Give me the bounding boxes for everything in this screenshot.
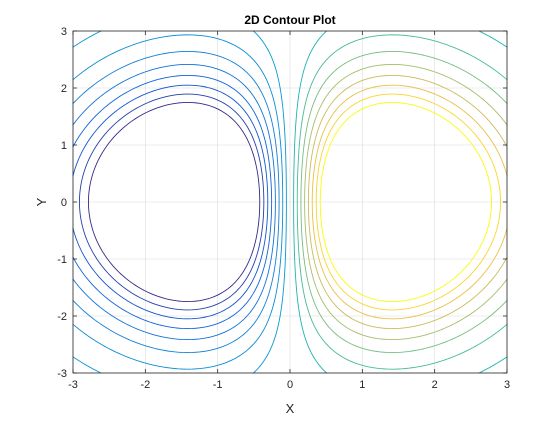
contour-level-neg-0_2 bbox=[72, 63, 276, 341]
contour-level-pos-0_2 bbox=[304, 63, 508, 341]
y-tick-label: 2 bbox=[61, 83, 67, 95]
y-tick-label: 1 bbox=[61, 140, 67, 152]
contour-level-pos-0_1 bbox=[296, 34, 508, 370]
y-tick-label: 3 bbox=[61, 26, 67, 38]
y-axis-label: Y bbox=[34, 197, 49, 206]
contour-level-neg-0_25 bbox=[72, 74, 273, 330]
contour-level-pos-0_15 bbox=[300, 51, 508, 353]
contour-level-pos-0_05 bbox=[293, 30, 508, 374]
contour-level-neg-0_3 bbox=[72, 84, 269, 320]
contour-level-neg-0_15 bbox=[72, 51, 280, 353]
x-axis-label: X bbox=[286, 401, 295, 416]
y-tick-label: -2 bbox=[57, 311, 67, 323]
x-tick-label: 2 bbox=[432, 379, 438, 391]
x-tick-label: 1 bbox=[359, 379, 365, 391]
contour-level-neg-0_35 bbox=[78, 93, 265, 311]
contour-level-neg-0_05 bbox=[72, 30, 287, 374]
ticks: -3 -2 -1 0 1 2 3 -3 -2 -1 0 1 2 3 bbox=[57, 26, 510, 391]
contour-level-pos-0_4 bbox=[319, 101, 493, 303]
y-tick-label: 0 bbox=[61, 197, 67, 209]
contour-level-neg-0_4 bbox=[87, 101, 261, 303]
contour-level-pos-0_35 bbox=[315, 93, 502, 311]
x-tick-label: 0 bbox=[287, 379, 293, 391]
x-tick-label: -3 bbox=[68, 379, 78, 391]
chart-title: 2D Contour Plot bbox=[244, 13, 335, 27]
y-tick-label: -3 bbox=[57, 368, 67, 380]
x-tick-label: 3 bbox=[504, 379, 510, 391]
contour-level-pos-0_25 bbox=[307, 74, 508, 330]
contour-level-neg-0_1 bbox=[72, 34, 284, 370]
x-tick-label: -1 bbox=[213, 379, 223, 391]
x-tick-label: -2 bbox=[140, 379, 150, 391]
contour-level-pos-0_3 bbox=[311, 84, 508, 320]
y-tick-label: -1 bbox=[57, 254, 67, 266]
contour-lines bbox=[72, 30, 508, 374]
